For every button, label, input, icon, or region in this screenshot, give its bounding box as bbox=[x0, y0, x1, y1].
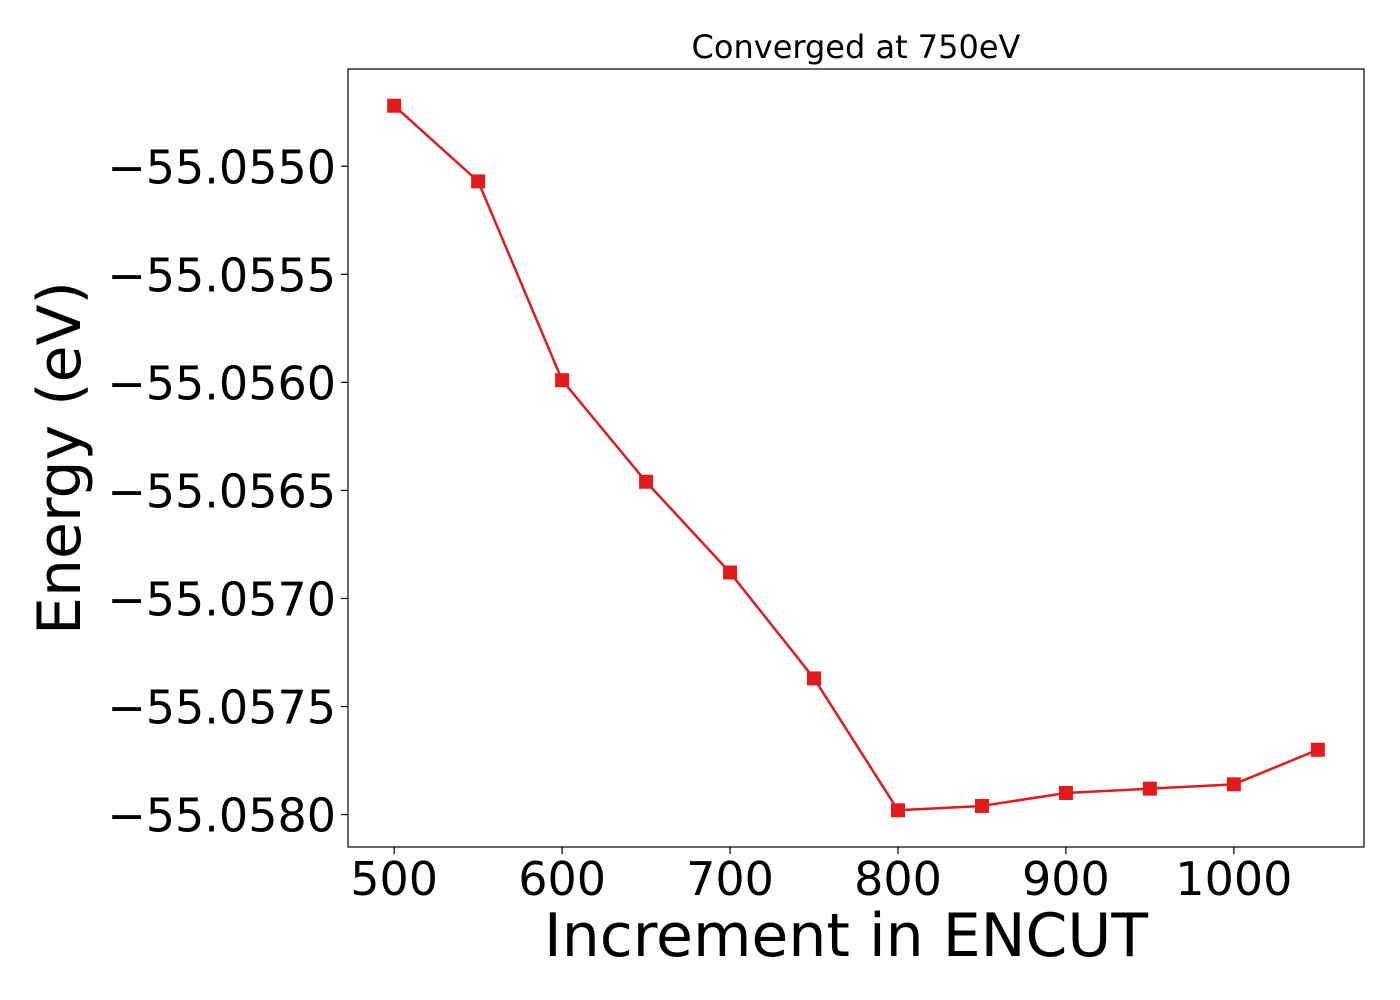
data-point-marker bbox=[1310, 742, 1325, 757]
y-tick-label: −55.0565 bbox=[107, 464, 336, 518]
y-tick-label: −55.0575 bbox=[107, 681, 336, 735]
x-axis-label: Increment in ENCUT bbox=[544, 901, 1148, 971]
data-point-marker bbox=[807, 671, 822, 686]
data-point-marker bbox=[890, 803, 905, 818]
data-point-marker bbox=[471, 174, 486, 189]
data-point-marker bbox=[639, 474, 654, 489]
data-point-marker bbox=[974, 798, 989, 813]
data-point-marker bbox=[1142, 781, 1157, 796]
x-tick-label: 1000 bbox=[1175, 852, 1292, 906]
data-point-marker bbox=[1058, 785, 1073, 800]
x-tick-label: 600 bbox=[518, 852, 606, 906]
y-tick-label: −55.0555 bbox=[107, 248, 336, 302]
data-point-marker bbox=[723, 565, 738, 580]
x-tick-label: 900 bbox=[1022, 852, 1110, 906]
y-tick-label: −55.0570 bbox=[107, 572, 336, 626]
data-point-marker bbox=[387, 98, 402, 113]
x-tick-label: 500 bbox=[350, 852, 438, 906]
y-axis-label: Energy (eV) bbox=[25, 281, 95, 635]
y-tick-label: −55.0580 bbox=[107, 789, 336, 843]
data-point-marker bbox=[1226, 777, 1241, 792]
x-tick-label: 700 bbox=[686, 852, 774, 906]
y-tick-label: −55.0550 bbox=[107, 140, 336, 194]
x-tick-label: 800 bbox=[854, 852, 942, 906]
series-line bbox=[393, 104, 1319, 812]
chart-title: Converged at 750eV bbox=[692, 28, 1021, 66]
plot-area: 500 600 700 800 900 1000 −55.0550 −55.0555 −55.0… bbox=[107, 68, 1365, 906]
y-tick-label: −55.0560 bbox=[107, 356, 336, 410]
plot-frame bbox=[347, 68, 1365, 848]
data-point-marker bbox=[555, 373, 570, 388]
